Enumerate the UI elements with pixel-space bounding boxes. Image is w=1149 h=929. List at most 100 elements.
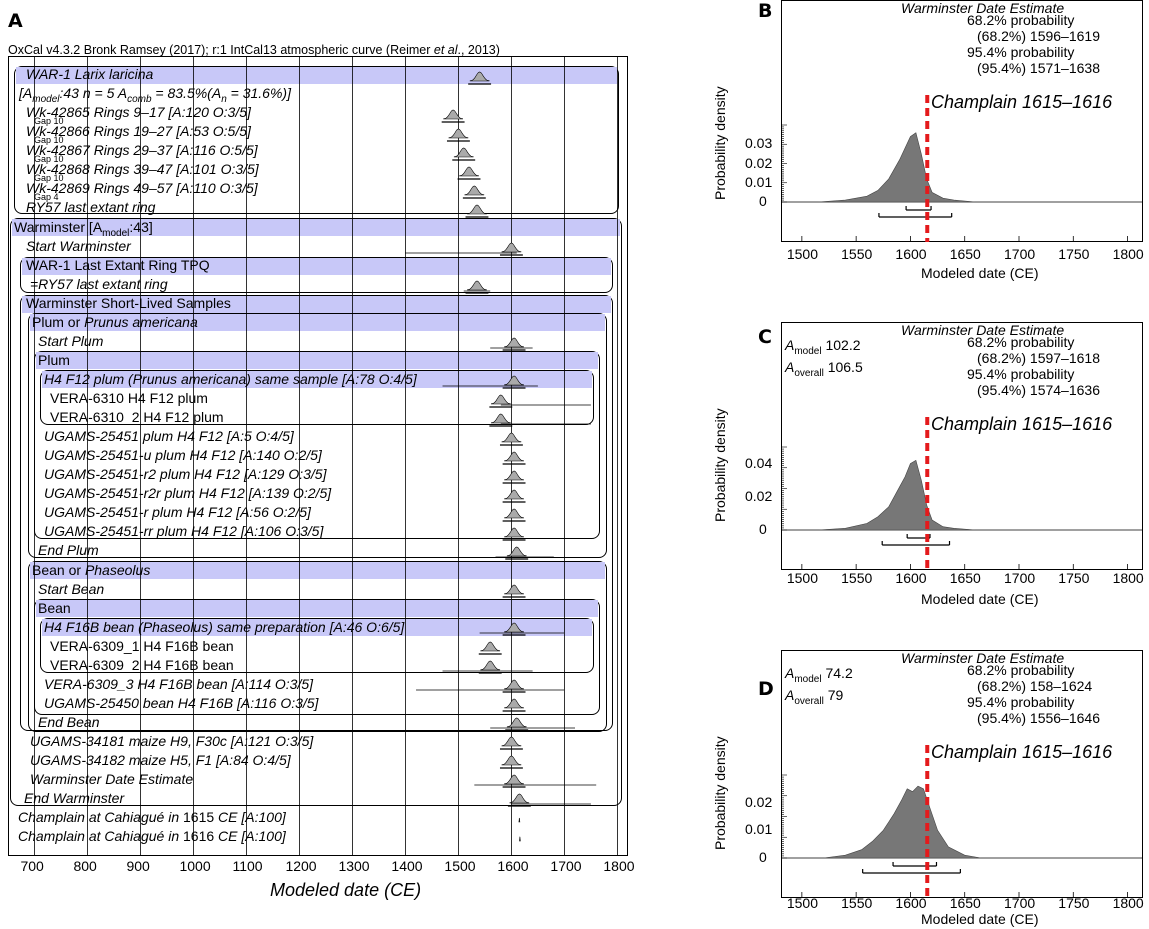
row-plum-or-prunus-italic: Prunus americana — [84, 314, 198, 330]
row-champlain-1615-post: CE [A:100] — [214, 809, 286, 825]
row-ugams25451-r2: UGAMS-25451-r2 plum H4 F12 [A:129 O:3/5] — [44, 466, 327, 482]
group-head-bean-or-phaseolus — [30, 562, 605, 579]
panel-a-posterior — [453, 147, 474, 158]
group-box-bean-or-phaseolus — [28, 561, 607, 732]
panel-d-x-tick-label: 1750 — [1058, 895, 1090, 911]
panel-c-prob-line: (95.4%) 1574–1636 — [977, 382, 1100, 398]
group-head-short-lived — [22, 296, 611, 313]
panel-d-champlain-label: Champlain 1615–1616 — [931, 742, 1113, 762]
panel-a-x-tick-label: 1700 — [550, 858, 582, 874]
panel-d-x-tick-label: 1500 — [786, 895, 818, 911]
row-war1-agreement-mid: :43 n = 5 A — [59, 85, 128, 101]
panel-d-x-tick-label: 1700 — [1004, 895, 1036, 911]
gap-label-5: Gap 4 — [34, 192, 59, 202]
row-plum-same-sample: H4 F12 plum (Prunus americana) same samp… — [44, 371, 417, 387]
group-head-war1 — [16, 67, 617, 84]
panel-a-x-tick-label: 1000 — [179, 858, 211, 874]
row-champlain-1616-pre: Champlain at Cahiagué in — [18, 828, 183, 844]
panel-a-posterior — [504, 451, 524, 462]
row-start-plum: Start Plum — [38, 333, 104, 349]
panel-b-x-tick-label: 1750 — [1058, 246, 1090, 262]
panel-a-x-tick-label: 1200 — [285, 858, 317, 874]
panel-d-x-tick-label: 1650 — [949, 895, 981, 911]
row-ugams25451-r2r: UGAMS-25451-r2r plum H4 F12 [A:139 O:2/5… — [44, 485, 332, 501]
panel-c-a-model: Amodel 102.2 — [785, 337, 861, 357]
panel-b-letter: B — [758, 0, 773, 22]
panel-c-density-area — [818, 459, 976, 531]
panel-a-x-tick-label: 1400 — [391, 858, 423, 874]
panel-c-prob-line: 68.2% probability — [967, 334, 1075, 350]
row-ugams34181: UGAMS-34181 maize H9, F30c [A:121 O:3/5] — [30, 733, 314, 749]
panel-b-y-tick-label: 0.03 — [745, 135, 773, 152]
panel-a-posterior — [501, 242, 522, 253]
panel-d-y-tick-label: 0.02 — [745, 793, 773, 810]
row-bean-or-phaseolus-pre: Bean or — [32, 562, 85, 578]
group-head-plum-or-prunus — [30, 314, 605, 331]
oxcal-header-et: et al — [433, 43, 458, 57]
panel-a-posterior — [506, 717, 527, 728]
row-ugams25451-rr: UGAMS-25451-rr plum H4 F12 [A:106 O:3/5] — [44, 523, 324, 539]
row-date-estimate: Warminster Date Estimate — [30, 771, 194, 787]
panel-c-champlain-label: Champlain 1615–1616 — [931, 414, 1113, 434]
panel-a-posterior — [490, 394, 511, 405]
row-war1-agreement-a: [A — [19, 85, 33, 101]
panel-c-letter: C — [758, 326, 772, 348]
panel-a-posterior — [501, 432, 522, 443]
panel-a-posterior — [480, 641, 501, 652]
row-vera6310: VERA-6310 H4 F12 plum — [50, 390, 208, 406]
gap-label-1: Gap 10 — [34, 116, 64, 126]
panel-a-x-tick-label: 1100 — [232, 858, 263, 874]
panel-c-prob-line: 95.4% probability — [967, 366, 1075, 382]
panel-c-x-tick-label: 1750 — [1058, 570, 1090, 586]
group-head-plum-same-sample — [42, 371, 592, 388]
row-warminster-pre: Warminster [A — [14, 219, 103, 235]
panel-a-posterior — [448, 128, 469, 139]
panel-d-svg — [781, 745, 1143, 898]
row-war1-agreement-sub2: comb — [127, 93, 152, 105]
panel-a-posterior — [501, 736, 522, 747]
row-bean-or-phaseolus-italic: Phaseolus — [84, 562, 151, 578]
row-wk42865: Wk-42865 Rings 9–17 [A:120 O:3/5] — [26, 104, 251, 120]
panel-c-x-tick-label: 1500 — [786, 570, 818, 586]
row-ugams25451-r: UGAMS-25451-r plum H4 F12 [A:56 O:2/5] — [44, 504, 311, 520]
oxcal-header-text: OxCal v4.3.2 Bronk Ramsey (2017); r:1 In… — [8, 43, 431, 57]
panel-a-posterior — [504, 337, 524, 348]
panel-a-posterior — [469, 71, 490, 82]
oxcal-header: OxCal v4.3.2 Bronk Ramsey (2017); r:1 In… — [8, 43, 500, 57]
panel-a-x-tick-label: 700 — [20, 858, 44, 874]
panel-d-x-axis-title: Modeled date (CE) — [921, 911, 1039, 927]
panel-a-posterior — [467, 204, 487, 215]
panel-d-prob-line: 95.4% probability — [967, 694, 1075, 710]
row-vera6309-2: VERA-6309_2 H4 F16B bean — [50, 657, 234, 673]
panel-a-posterior — [464, 185, 485, 196]
row-vera6309-3: VERA-6309_3 H4 F16B bean [A:114 O:3/5] — [44, 676, 314, 692]
panel-b-x-tick-label: 1600 — [895, 246, 927, 262]
panel-c-x-tick-label: 1650 — [949, 570, 981, 586]
group-head-tpq — [22, 258, 611, 275]
group-box-tpq — [20, 257, 613, 293]
group-box-plum-same-sample — [40, 370, 594, 425]
panel-a-posterior — [504, 527, 524, 538]
row-champlain-1615: Champlain at Cahiagué in 1615 CE [A:100] — [18, 809, 286, 825]
row-champlain-1616: Champlain at Cahiagué in 1616 CE [A:100] — [18, 828, 286, 844]
row-plum: Plum — [38, 352, 70, 368]
row-wk42869: Wk-42869 Rings 49–57 [A:110 O:3/5] — [26, 180, 258, 196]
panel-d-prob-line: (68.2%) 158–1624 — [977, 678, 1093, 694]
panel-d-y-tick-label: 0 — [759, 849, 767, 865]
panel-a-x-axis-title: Modeled date (CE) — [270, 880, 422, 900]
group-head-bean-same-prep — [42, 619, 592, 636]
group-box-warminster — [10, 218, 622, 806]
panel-b-x-axis-title: Modeled date (CE) — [921, 265, 1039, 281]
row-ugams34182: UGAMS-34182 maize H5, F1 [A:84 O:4/5] — [30, 752, 291, 768]
panel-c-x-axis-title: Modeled date (CE) — [921, 591, 1039, 607]
panel-d-letter: D — [758, 678, 774, 700]
panel-a-posterior — [504, 774, 524, 785]
row-war1-larix: WAR-1 Larix laricina — [26, 66, 154, 82]
panel-c-x-tick-label: 1800 — [1112, 570, 1144, 586]
row-bean-or-phaseolus: Bean or Phaseolus — [32, 562, 150, 578]
group-box-short-lived — [20, 295, 613, 731]
panel-c-svg — [781, 417, 1143, 570]
panel-d-prob-line: 68.2% probability — [967, 662, 1075, 678]
panel-c-x-tick-label: 1600 — [895, 570, 927, 586]
